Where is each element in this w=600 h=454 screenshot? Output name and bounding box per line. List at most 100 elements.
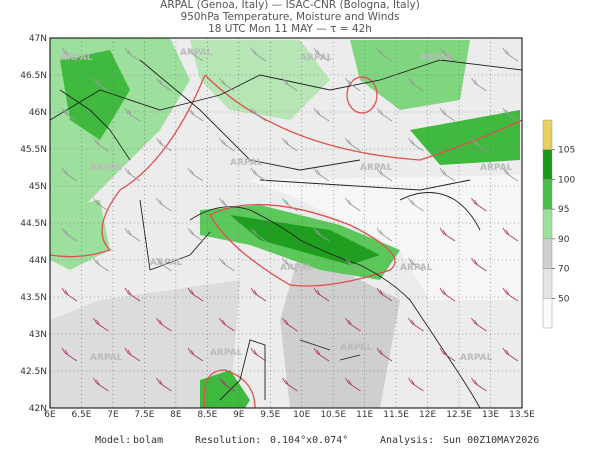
wind-barb	[250, 47, 267, 62]
wind-barb	[345, 137, 361, 152]
wind-barb	[156, 197, 172, 212]
x-tick-label: 10E	[293, 410, 310, 420]
wind-barb	[471, 197, 487, 212]
wind-barb	[471, 137, 487, 152]
wind-barb	[376, 167, 393, 182]
wind-barb	[439, 227, 456, 242]
footer-value: 0.104°x0.074°	[270, 435, 348, 446]
watermark: ARPAL	[90, 163, 123, 173]
watermark: ARPAL	[300, 53, 333, 63]
wind-barb	[156, 137, 172, 152]
wind-barb	[250, 227, 267, 242]
watermark: ARPAL	[90, 353, 123, 363]
wind-barb	[250, 107, 267, 122]
x-tick-label: 13E	[482, 410, 499, 420]
wind-barb	[219, 197, 235, 212]
x-tick-label: 10.5E	[320, 410, 346, 420]
wind-barb	[313, 47, 330, 62]
colorbar-segment	[542, 238, 553, 269]
wind-barb	[282, 377, 298, 392]
header-line: 950hPa Temperature, Moisture and Winds	[181, 11, 400, 23]
wind-barb	[61, 47, 78, 62]
wind-barb	[471, 317, 487, 332]
wind-barb	[471, 257, 487, 272]
colorbar-label: 90	[558, 235, 570, 245]
wind-barb	[93, 257, 109, 272]
wind-barb	[219, 377, 235, 392]
wind-barb	[345, 377, 361, 392]
wind-barb	[408, 197, 424, 212]
watermark: ARPAL	[180, 48, 213, 58]
wind-barb	[250, 287, 267, 302]
wind-barb	[61, 107, 78, 122]
wind-barb	[313, 167, 330, 182]
wind-barb	[376, 47, 393, 62]
wind-barb	[219, 317, 235, 332]
wind-barb	[471, 377, 487, 392]
watermark: ARPAL	[60, 53, 93, 63]
wind-barb	[156, 317, 172, 332]
wind-barb	[187, 227, 204, 242]
wind-barb	[61, 227, 78, 242]
wind-barb	[282, 257, 298, 272]
wind-barb	[187, 287, 204, 302]
wind-barb	[282, 137, 298, 152]
wind-barb	[93, 77, 109, 92]
wind-barb	[408, 257, 424, 272]
wind-barb	[408, 77, 424, 92]
colorbar-segment	[542, 149, 553, 180]
colorbar-label: 105	[558, 146, 575, 156]
colorbar-segment	[542, 179, 553, 210]
wind-barb	[345, 197, 361, 212]
wind-barb	[282, 317, 298, 332]
x-tick-label: 13.5E	[509, 410, 535, 420]
wind-barb	[124, 167, 141, 182]
x-tick-label: 6E	[44, 410, 56, 420]
colorbar-segment	[542, 268, 553, 299]
x-tick-label: 7E	[107, 410, 119, 420]
x-tick-label: 11E	[356, 410, 373, 420]
y-tick-label: 46N	[29, 108, 47, 118]
watermark: ARPAL	[420, 53, 453, 63]
wind-barb	[502, 287, 519, 302]
wind-barb	[439, 167, 456, 182]
wind-barb	[187, 347, 204, 362]
x-tick-label: 8.5E	[197, 410, 217, 420]
wind-barb	[124, 347, 141, 362]
y-tick-label: 43.5N	[20, 293, 47, 303]
wind-barb	[61, 347, 78, 362]
x-tick-label: 12E	[419, 410, 436, 420]
y-tick-label: 44N	[29, 256, 47, 266]
y-tick-label: 45.5N	[20, 145, 47, 155]
colorbar-segment	[542, 208, 553, 240]
wind-barb	[376, 107, 393, 122]
wind-barb	[345, 77, 361, 92]
wind-barb	[187, 167, 204, 182]
wind-barb	[313, 107, 330, 122]
watermark: ARPAL	[360, 163, 393, 173]
wind-barb	[502, 347, 519, 362]
x-tick-label: 12.5E	[446, 410, 472, 420]
x-tick-label: 8E	[170, 410, 182, 420]
watermark: ARPAL	[480, 163, 513, 173]
wind-barb	[439, 287, 456, 302]
colorbar-segment	[542, 298, 553, 329]
footer-value: Sun 00Z10MAY2026	[443, 435, 539, 446]
footer-value: bolam	[133, 435, 163, 446]
map-frame	[49, 37, 523, 409]
colorbar-label: 95	[558, 205, 569, 215]
wind-barb	[156, 257, 172, 272]
wind-barb	[376, 347, 393, 362]
watermark: ARPAL	[400, 263, 433, 273]
watermark: ARPAL	[280, 263, 313, 273]
wind-barb	[313, 227, 330, 242]
footer-label: Model:	[95, 435, 131, 446]
wind-barb	[156, 77, 172, 92]
watermark: ARPAL	[150, 258, 183, 268]
wind-barb	[93, 197, 109, 212]
watermark: ARPAL	[230, 158, 263, 168]
wind-barb	[345, 257, 361, 272]
wind-barb	[282, 197, 298, 212]
wind-barb	[219, 137, 235, 152]
